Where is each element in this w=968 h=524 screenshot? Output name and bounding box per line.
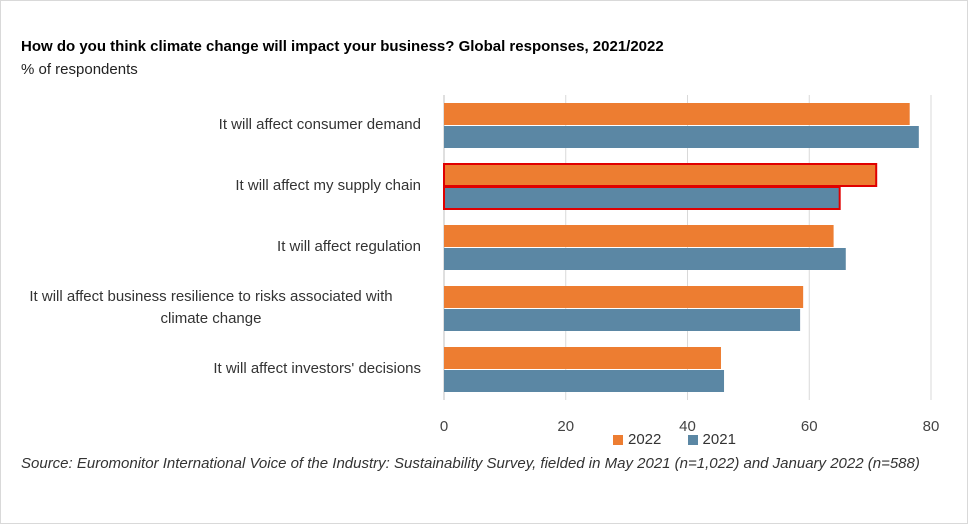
chart-title: How do you think climate change will imp… xyxy=(21,38,664,55)
category-label: It will affect investors' decisions xyxy=(1,358,421,380)
category-label-line: It will affect investors' decisions xyxy=(213,359,421,377)
bar-2021 xyxy=(444,248,846,270)
x-tick-label: 80 xyxy=(923,418,940,435)
bar-2022 xyxy=(444,347,721,369)
legend-label-2022: 2022 xyxy=(628,431,662,448)
bar-2022 xyxy=(444,286,804,308)
legend-item-2021: 2021 xyxy=(687,431,736,448)
category-label-line: climate change xyxy=(160,309,262,327)
category-label: It will affect consumer demand xyxy=(1,114,421,136)
bar-2021 xyxy=(444,370,725,392)
legend-label-2021: 2021 xyxy=(702,431,736,448)
x-tick-label: 40 xyxy=(679,418,696,435)
bar-2021 xyxy=(444,309,801,331)
x-tick-label: 60 xyxy=(801,418,818,435)
legend: 2022 2021 xyxy=(613,431,758,449)
category-label-line: It will affect my supply chain xyxy=(235,176,421,194)
x-tick-label: 0 xyxy=(440,418,448,435)
chart-subtitle: % of respondents xyxy=(21,61,138,78)
category-label: It will affect business resilience to ri… xyxy=(1,286,421,330)
legend-swatch-2022 xyxy=(613,434,623,445)
legend-item-2022: 2022 xyxy=(613,431,661,448)
source-note: Source: Euromonitor International Voice … xyxy=(21,455,920,472)
category-label-line: It will affect consumer demand xyxy=(218,115,421,133)
legend-swatch-2021 xyxy=(687,434,698,445)
category-label-line: It will affect regulation xyxy=(277,237,421,255)
category-label: It will affect my supply chain xyxy=(1,175,421,197)
bar-2022 xyxy=(444,103,910,125)
bar-2022 xyxy=(443,163,878,187)
category-label: It will affect regulation xyxy=(1,236,421,258)
bar-2021 xyxy=(444,126,919,148)
bar-2021 xyxy=(443,186,841,210)
x-tick-label: 20 xyxy=(557,418,574,435)
category-label-line: It will affect business resilience to ri… xyxy=(29,287,393,305)
bar-2022 xyxy=(444,225,834,247)
